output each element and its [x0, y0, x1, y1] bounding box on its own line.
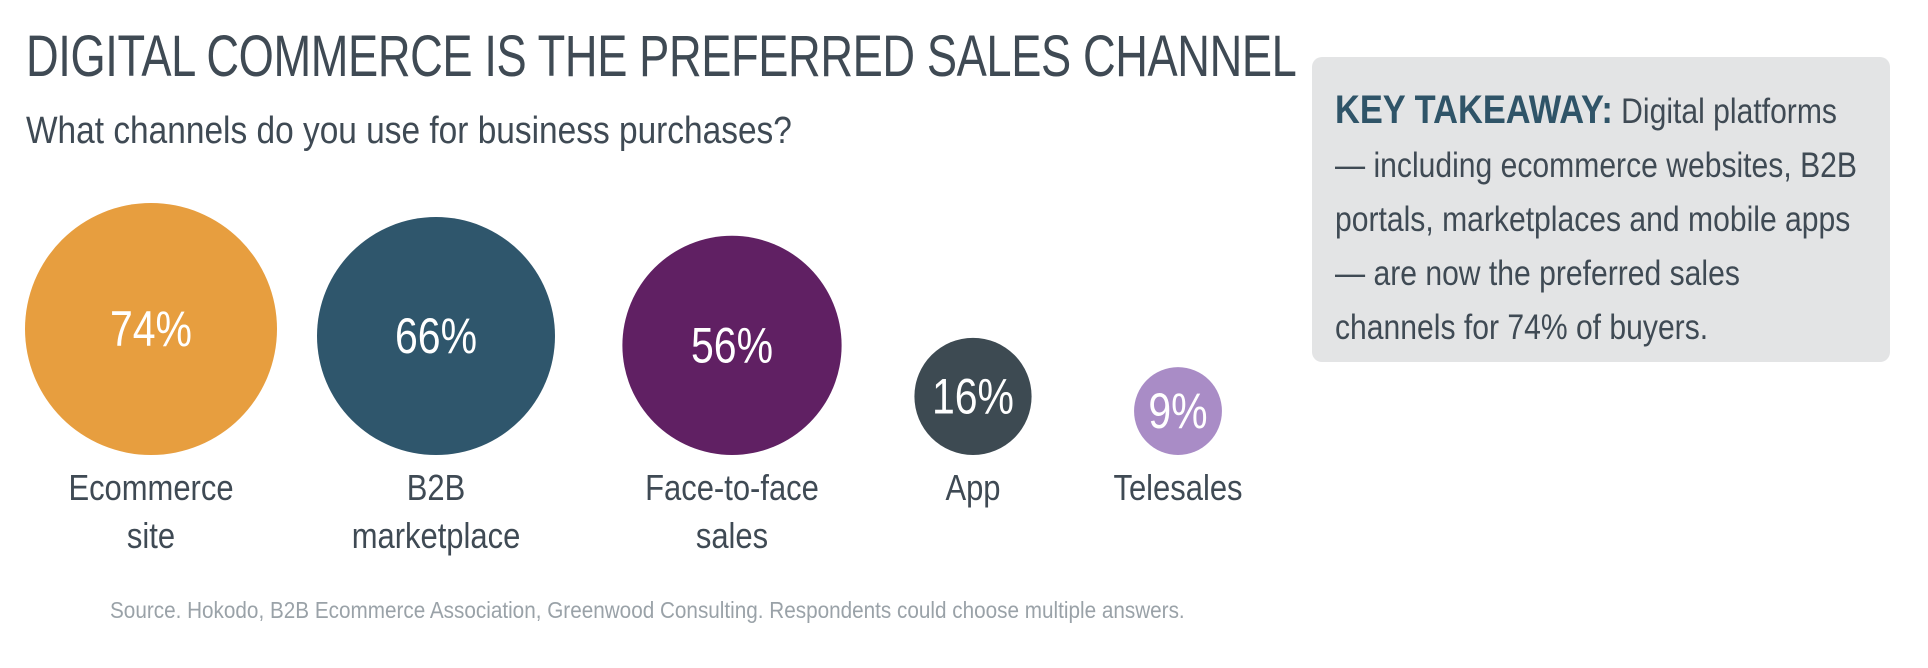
value-label: 56%: [691, 318, 773, 374]
category-label: Face-to-face: [645, 469, 819, 509]
chart-title: DIGITAL COMMERCE IS THE PREFERRED SALES …: [26, 24, 1297, 89]
category-label: site: [127, 517, 175, 557]
value-label: 74%: [110, 301, 192, 357]
key-takeaway-body: Digital platforms — including ecommerce …: [1335, 92, 1857, 347]
key-takeaway-box: KEY TAKEAWAY: Digital platforms — includ…: [1312, 57, 1890, 362]
bubble-telesales: [1134, 367, 1222, 455]
key-takeaway-text: KEY TAKEAWAY: Digital platforms — includ…: [1335, 83, 1868, 355]
chart-subtitle: What channels do you use for business pu…: [26, 110, 792, 152]
bubble-face-to-face-sales: [622, 235, 842, 455]
source-note: Source. Hokodo, B2B Ecommerce Associatio…: [110, 597, 1185, 623]
bubble-ecommerce-site: [25, 203, 277, 455]
bubble-b2b-marketplace: [317, 217, 555, 455]
value-label: 66%: [395, 308, 477, 364]
value-label: 9%: [1148, 383, 1207, 439]
category-label: marketplace: [352, 517, 521, 557]
category-label: App: [945, 469, 1000, 509]
category-label: sales: [696, 517, 768, 557]
category-label: Ecommerce: [68, 469, 233, 509]
category-label: Telesales: [1113, 469, 1242, 509]
key-takeaway-heading: KEY TAKEAWAY:: [1335, 88, 1613, 132]
value-label: 16%: [932, 369, 1014, 425]
category-label: B2B: [407, 469, 466, 509]
bubble-chart: 74% Ecommerce site 66% B2B marketplace 56% Face…: [25, 203, 1243, 557]
bubble-app: [914, 337, 1032, 455]
